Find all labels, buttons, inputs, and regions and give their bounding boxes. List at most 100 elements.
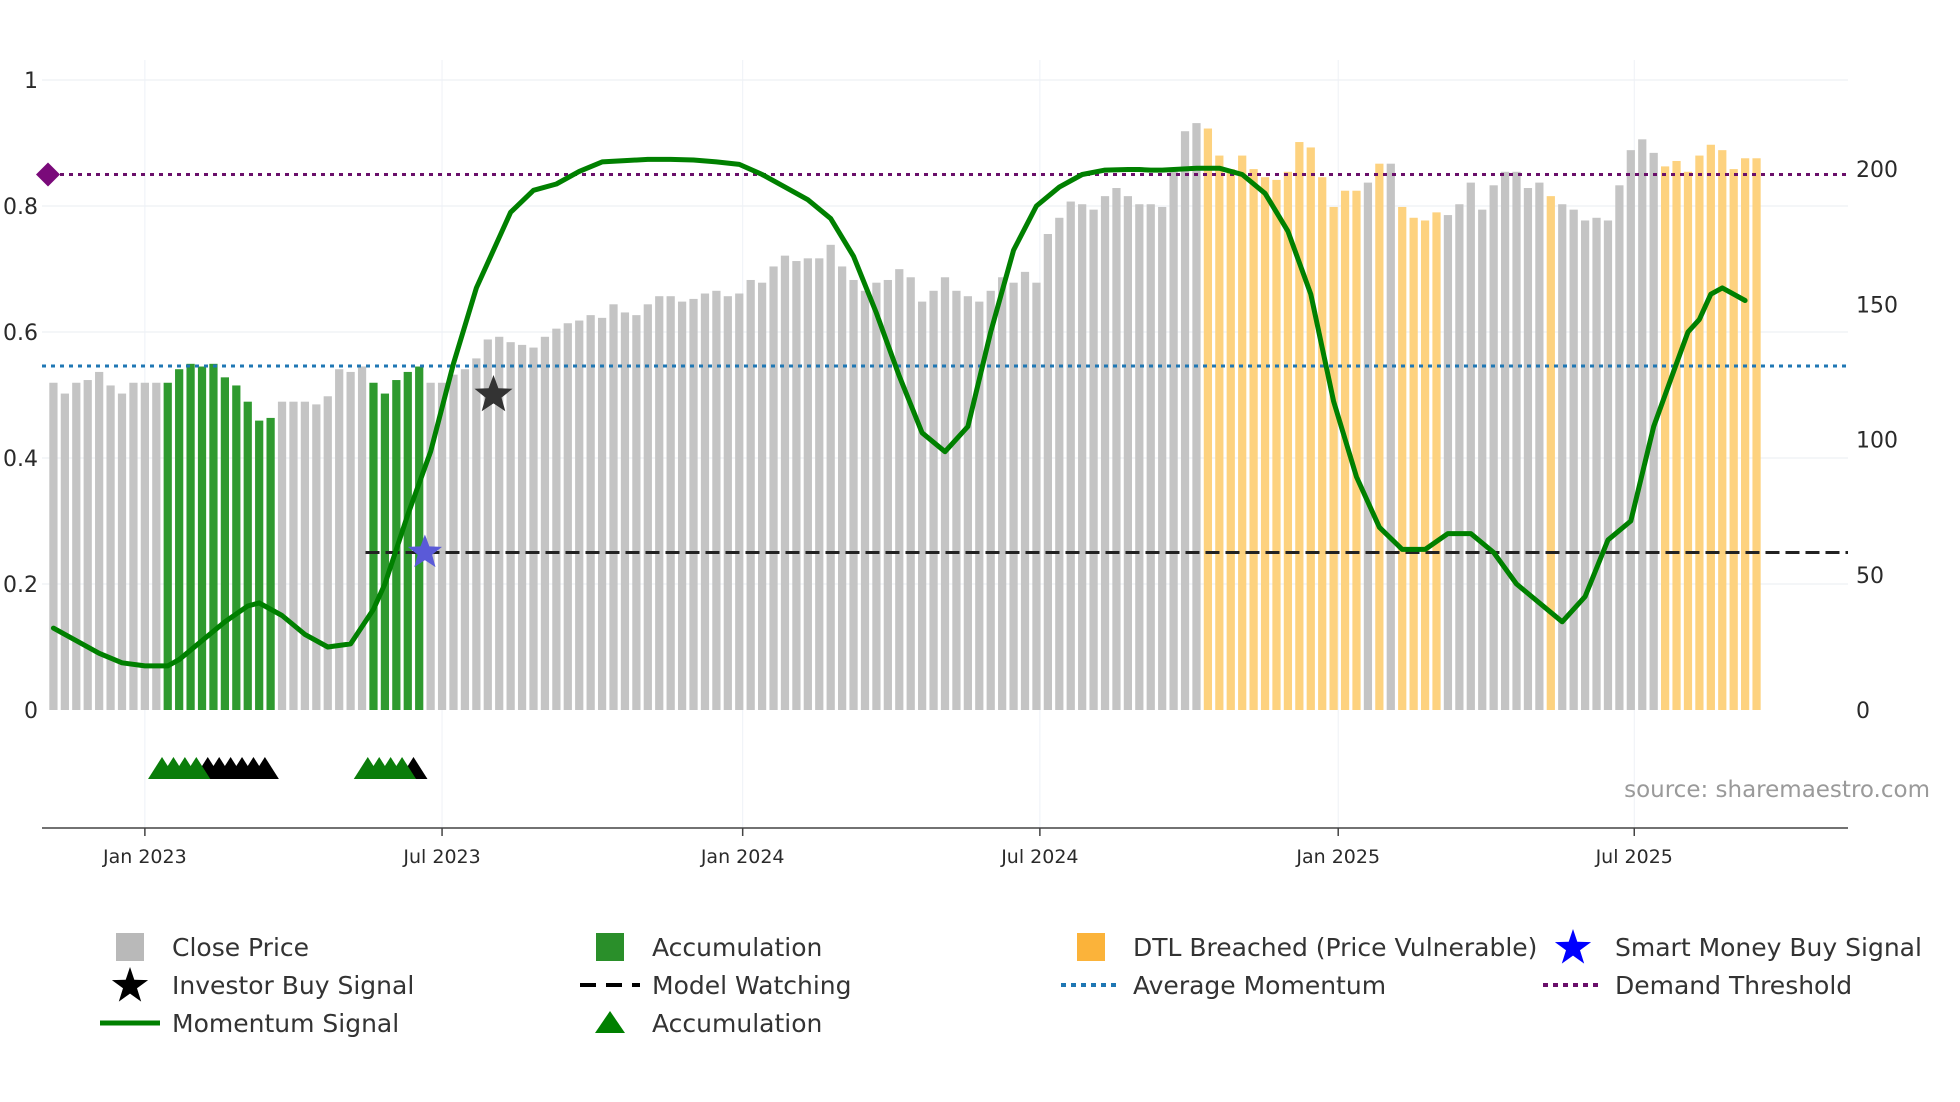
x-tick-label: Jan 2024: [700, 846, 785, 868]
dtl-bar: [1398, 206, 1407, 711]
price-bar: [757, 282, 767, 710]
price-bar: [597, 317, 607, 710]
price-bar: [1466, 182, 1475, 710]
price-bar: [540, 336, 550, 710]
price-bar: [975, 301, 984, 710]
price-bar: [49, 382, 58, 710]
left-tick-label: 0.2: [3, 573, 38, 598]
price-bar: [1078, 204, 1087, 710]
dtl-bar: [1340, 190, 1350, 710]
price-bar: [1032, 282, 1041, 710]
accumulation-bar: [197, 366, 207, 710]
dtl-bar: [1238, 155, 1247, 710]
price-bar: [1192, 123, 1201, 710]
price-bar: [357, 366, 367, 710]
price-bar: [95, 371, 104, 710]
price-bar: [1443, 215, 1453, 710]
dtl-bar: [1249, 169, 1258, 710]
price-bar: [1500, 171, 1510, 710]
accumulation-bar: [209, 363, 218, 710]
price-bar: [700, 293, 710, 710]
price-bar: [677, 301, 687, 710]
price-bar: [1478, 209, 1487, 710]
dtl-bar: [1226, 169, 1235, 710]
price-bar: [1100, 196, 1110, 711]
price-bar: [952, 290, 961, 710]
dtl-bar: [1409, 217, 1418, 711]
price-bar: [117, 393, 127, 710]
dtl-bar: [1695, 155, 1704, 710]
investor-buy-star-icon: [474, 375, 513, 412]
accumulation-bar: [175, 369, 184, 710]
dtl-bar: [1375, 163, 1384, 710]
price-bar: [792, 261, 801, 710]
price-bar: [1363, 182, 1373, 710]
price-bar: [1055, 217, 1064, 711]
price-bar: [1180, 131, 1190, 710]
price-bar: [426, 382, 435, 710]
dtl-bar: [1706, 144, 1715, 710]
price-bar: [1523, 188, 1533, 711]
left-tick-label: 0: [24, 699, 38, 724]
price-bar: [689, 298, 698, 710]
price-bar: [72, 382, 81, 710]
price-bar: [495, 336, 504, 710]
accumulation-bar: [255, 420, 264, 710]
momentum-signal-line: [50, 156, 1748, 669]
accumulation-bar: [163, 382, 172, 710]
accumulation-bar: [220, 377, 230, 710]
price-bar: [1158, 206, 1167, 711]
price-bar: [860, 290, 870, 710]
accumulation-bar: [415, 366, 424, 710]
dtl-bar: [1432, 212, 1441, 710]
price-bar: [300, 401, 310, 710]
price-bar: [883, 279, 892, 710]
price-bar: [563, 323, 572, 710]
dtl-bar: [1352, 190, 1361, 710]
price-bar: [632, 315, 641, 710]
price-bar: [60, 393, 69, 710]
dtl-bar: [1752, 158, 1761, 711]
x-axis-ticks: Jan 2023 Jul 2023 Jan 2024 Jul 2024 Jan 2025…: [102, 828, 1673, 868]
dtl-bar: [1683, 171, 1693, 710]
price-bar: [277, 401, 287, 710]
price-bar: [586, 315, 595, 710]
price-bar: [449, 374, 458, 710]
accumulation-bar: [243, 401, 252, 710]
price-bar: [552, 328, 561, 710]
price-bar: [346, 371, 355, 710]
reference-lines: [36, 162, 1848, 554]
price-bar: [1386, 163, 1395, 710]
price-bar: [849, 279, 858, 710]
dtl-bar: [1729, 169, 1738, 710]
price-bar: [1135, 204, 1144, 710]
price-bar: [323, 396, 332, 710]
dtl-bar: [1672, 160, 1681, 710]
left-tick-label: 0.4: [3, 447, 38, 472]
price-bar: [335, 369, 344, 710]
price-bar: [140, 382, 149, 710]
price-bar: [746, 279, 755, 710]
price-bar: [472, 358, 481, 710]
dtl-bar: [1283, 171, 1293, 710]
price-bar: [506, 342, 515, 710]
price-bar: [620, 312, 630, 710]
x-tick-label: Jan 2023: [102, 846, 187, 868]
price-bar: [129, 382, 138, 710]
price-bar: [1489, 185, 1498, 710]
accumulation-bar: [232, 385, 241, 710]
price-bar: [929, 290, 938, 710]
right-axis-ticks: 0 50 100 150 200: [1856, 158, 1898, 724]
price-bars: [49, 123, 1761, 711]
accumulation-bar: [380, 393, 390, 710]
price-bar: [1638, 139, 1647, 710]
momentum-line: [50, 156, 1748, 669]
price-bar: [986, 290, 995, 710]
price-bar: [575, 320, 584, 710]
price-bar: [769, 266, 778, 710]
demand-threshold-marker: [36, 162, 60, 187]
dtl-bar: [1718, 150, 1727, 711]
price-bar: [1592, 217, 1601, 711]
price-bar: [1580, 220, 1590, 710]
